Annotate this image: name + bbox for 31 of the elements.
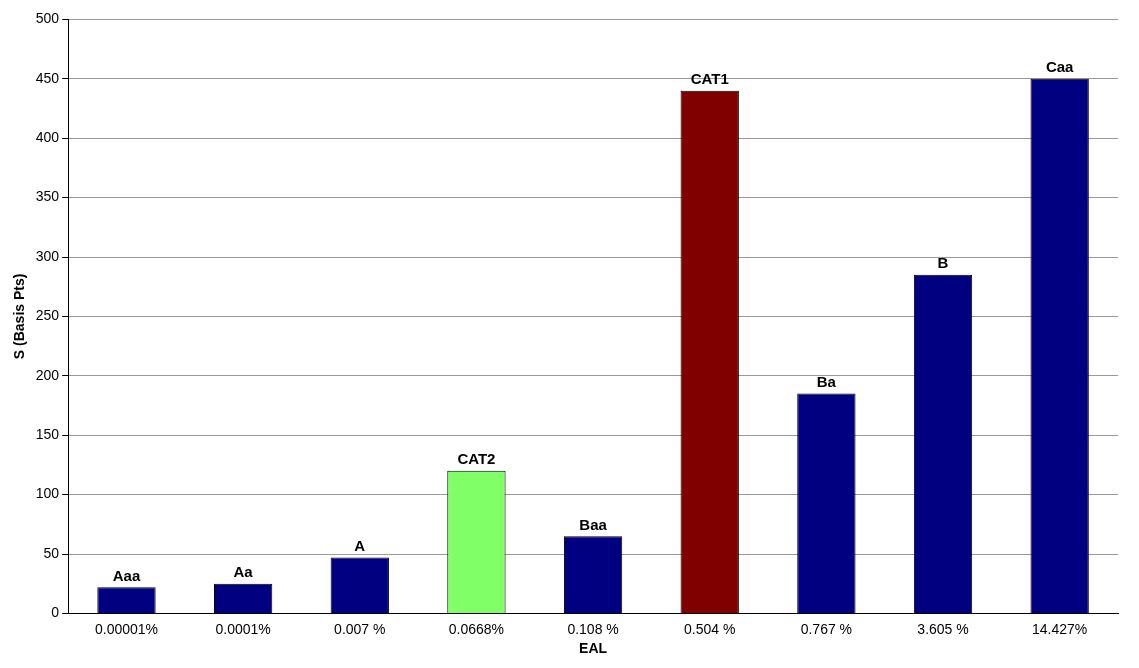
y-tick-label: 500 [35, 10, 60, 27]
x-tick-label: 3.605 % [917, 620, 969, 637]
x-tick-label: 0.767 % [800, 620, 853, 637]
data-label: A [354, 537, 366, 555]
x-tick-label: 14.427% [1032, 620, 1088, 637]
data-label: B [937, 254, 949, 272]
data-label: Aaa [112, 566, 141, 584]
y-tick-label: 150 [35, 426, 60, 443]
x-tick-label: 0.00001% [94, 620, 159, 637]
x-tick-label: 0.007 % [334, 620, 386, 637]
y-tick-label: 350 [35, 188, 60, 205]
y-tick-label: 200 [35, 366, 60, 383]
data-label: Ba [816, 373, 837, 391]
y-tick-label: 300 [35, 247, 60, 264]
data-label: Aa [233, 563, 254, 581]
x-tick-label: 0.0001% [215, 620, 271, 637]
y-tick-label: 400 [35, 129, 60, 146]
y-tick-label: 100 [35, 485, 60, 502]
x-axis-title: EAL [579, 640, 608, 657]
y-tick-label: 250 [35, 307, 60, 324]
data-label: CAT2 [457, 450, 496, 468]
y-tick-label: 50 [43, 544, 60, 561]
data-label: Baa [579, 515, 608, 533]
y-tick-label: 0 [51, 604, 60, 621]
y-axis-title: S (Basis Pts) [11, 273, 28, 360]
x-tick-label: 0.0668% [448, 620, 505, 637]
x-tick-label: 0.504 % [684, 620, 736, 637]
y-tick-label: 450 [35, 69, 60, 86]
x-tick-label: 0.108 % [567, 620, 619, 637]
data-label: CAT1 [690, 70, 729, 88]
data-label: Caa [1045, 58, 1075, 76]
